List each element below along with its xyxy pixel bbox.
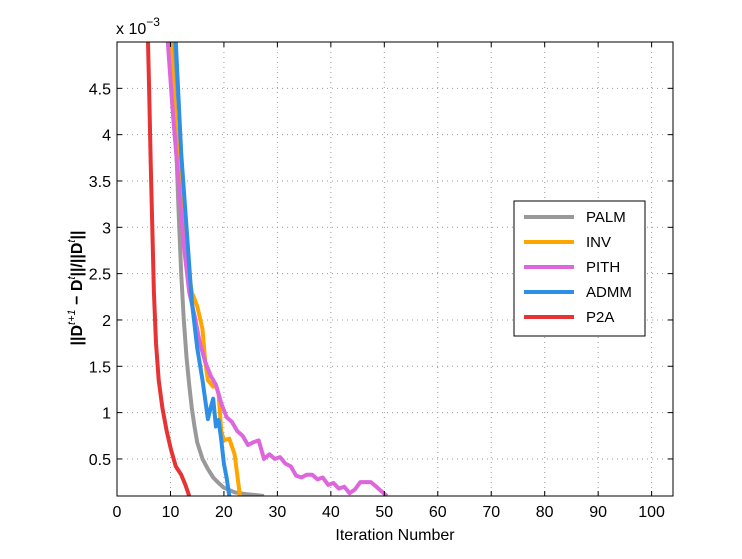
y-label-sup-2: t (66, 276, 78, 280)
x-axis-ticks: 0 10 20 30 40 50 60 70 80 90 100 (113, 42, 665, 521)
plot-area-frame (116, 41, 674, 497)
y-exponent-power: −3 (146, 15, 160, 29)
x-tick-label: 70 (482, 504, 500, 521)
y-tick-label: 2 (102, 313, 111, 330)
series-lines (146, 42, 389, 496)
x-tick-label: 0 (113, 504, 122, 521)
x-axis-label: Iteration Number (335, 527, 455, 544)
x-tick-label: 40 (322, 504, 340, 521)
y-label-sup-3: t (66, 239, 78, 243)
y-tick-label: 4.5 (89, 81, 111, 98)
y-label-part-4: || (69, 231, 86, 240)
axes (116, 41, 674, 497)
y-tick-label: 3 (102, 220, 111, 237)
x-tick-label: 20 (215, 504, 233, 521)
x-tick-label: 10 (162, 504, 180, 521)
y-tick-label: 1.5 (89, 359, 111, 376)
y-tick-label: 0.5 (89, 452, 111, 469)
legend-label-pith: PITH (586, 259, 620, 276)
x-tick-label: 90 (589, 504, 607, 521)
y-axis-label: ||Dt+1 − Dt||/||Dt|| (66, 231, 86, 346)
y-tick-label: 2.5 (89, 267, 111, 284)
y-tick-label: 4 (102, 128, 111, 145)
y-label-sup-1: t+1 (66, 309, 78, 325)
x-tick-label: 60 (429, 504, 447, 521)
legend-label-admm: ADMM (586, 284, 632, 301)
legend-label-palm: PALM (586, 209, 626, 226)
legend-label-inv: INV (586, 234, 611, 251)
grid-lines (117, 42, 673, 496)
y-tick-label: 3.5 (89, 174, 111, 191)
y-label-part-3: ||/||D (69, 243, 86, 277)
series-line-pith (165, 42, 389, 496)
legend-label-p2a: P2A (586, 309, 614, 326)
y-label-part-2: − D (69, 280, 86, 310)
x-tick-label: 30 (268, 504, 286, 521)
y-exponent-base: x 10 (116, 21, 146, 38)
x-tick-label: 50 (375, 504, 393, 521)
legend: PALM INV PITH ADMM P2A (513, 200, 646, 337)
y-exponent-label: x 10−3 (116, 15, 160, 38)
series-line-p2a (146, 42, 192, 496)
series-line-admm (173, 42, 232, 496)
series-line-palm (171, 42, 265, 496)
y-label-part-1: ||D (69, 325, 86, 346)
x-tick-label: 80 (536, 504, 554, 521)
y-axis-ticks: 0.5 1 1.5 2 2.5 3 3.5 4 4.5 (89, 81, 673, 469)
x-tick-label: 100 (638, 504, 665, 521)
y-tick-label: 1 (102, 406, 111, 423)
